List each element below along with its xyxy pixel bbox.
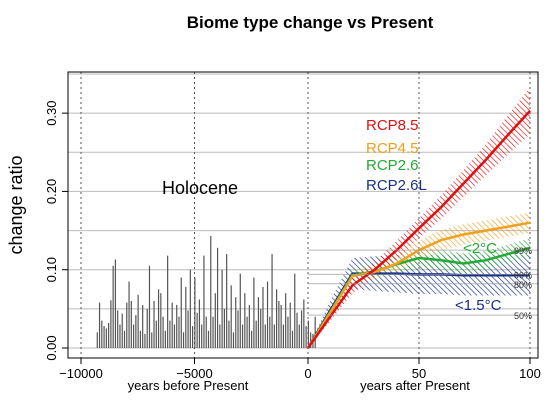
threshold-annotations: <2°C <1.5°C (455, 240, 502, 314)
axes: 0.00 0.10 0.20 0.30 −10000 −5000 0 50 100 (44, 100, 541, 381)
reference-labels: 99% 90%80% 50% (308, 246, 538, 321)
annotation-threshold: <2°C (463, 240, 497, 257)
y-tick-label: 0.00 (44, 335, 59, 360)
plot-frame (67, 71, 539, 359)
x-axis-label-after: years after Present (360, 378, 470, 393)
x-tick-label: −5000 (176, 366, 213, 381)
reference-label: 90% (514, 270, 532, 280)
x-tick-label: −10000 (59, 366, 103, 381)
series-line-rcp85 (306, 109, 531, 349)
band-rcp85 (308, 87, 530, 349)
legend-entry-rcp85: RCP8.5 (366, 117, 419, 134)
chart-title: Biome type change vs Present (187, 13, 434, 32)
reference-label: 50% (514, 311, 532, 321)
reference-label: 80% (514, 280, 532, 290)
legend-entry-rcp45: RCP4.5 (366, 140, 419, 157)
holocene-bars (96, 236, 316, 348)
grid-layer (68, 72, 538, 358)
y-tick-label: 0.30 (44, 100, 59, 125)
x-tick-label: 0 (304, 366, 311, 381)
x-axis-label-before: years before Present (128, 378, 249, 393)
x-tick-label: 50 (412, 366, 426, 381)
reference-label: 99% (514, 246, 532, 256)
y-tick-label: 0.10 (44, 257, 59, 282)
y-axis-label: change ratio (6, 155, 26, 254)
band-rcp26 (308, 238, 530, 348)
x-tick-label: 100 (519, 366, 541, 381)
annotation-threshold: <1.5°C (455, 297, 502, 314)
y-tick-label: 0.20 (44, 179, 59, 204)
legend-entry-rcp26: RCP2.6 (366, 157, 419, 174)
holocene-label: Holocene (162, 178, 238, 198)
legend-entry-rcp26l: RCP2.6L (366, 177, 427, 194)
